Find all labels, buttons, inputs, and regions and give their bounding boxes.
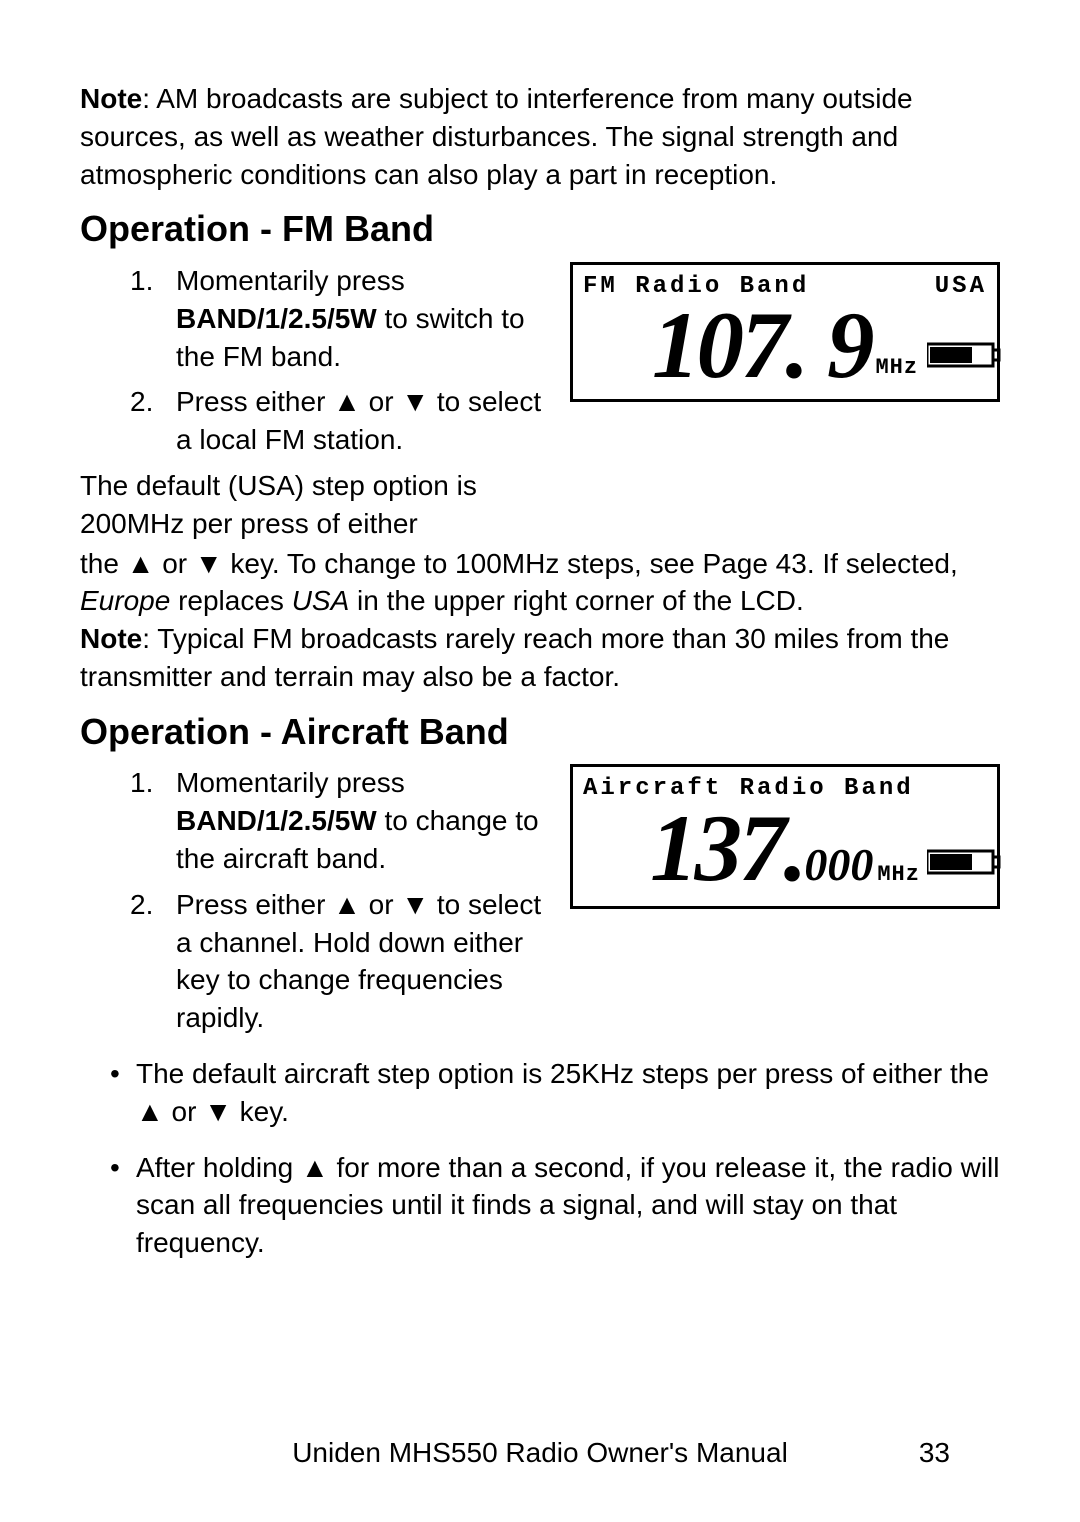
list-number: 1. <box>130 262 176 375</box>
lcd-unit: MHz <box>877 860 920 896</box>
bullet-body: After holding ▲ for more than a second, … <box>136 1149 1000 1262</box>
list-number: 2. <box>130 383 176 459</box>
list-body: Press either ▲ or ▼ to select a channel.… <box>176 886 550 1037</box>
down-arrow-icon: ▼ <box>401 886 429 924</box>
lcd-fm: FM Radio Band USA 107. 9 MHz <box>570 262 1000 402</box>
fm-section: 1. Momentarily press BAND/1/2.5/5W to sw… <box>80 262 1000 543</box>
footer-title: Uniden MHS550 Radio Owner's Manual <box>292 1437 788 1468</box>
note-text: : AM broadcasts are subject to interfere… <box>80 83 913 190</box>
usa-text: USA <box>292 585 350 616</box>
list-item: 2. Press either ▲ or ▼ to select a chann… <box>130 886 550 1037</box>
lcd-aircraft: Aircraft Radio Band 137.000 MHz <box>570 764 1000 908</box>
list-item: 1. Momentarily press BAND/1/2.5/5W to sw… <box>130 262 550 375</box>
europe-text: Europe <box>80 585 170 616</box>
down-arrow-icon: ▼ <box>195 545 223 583</box>
aircraft-section: 1. Momentarily press BAND/1/2.5/5W to ch… <box>80 764 1000 1045</box>
up-arrow-icon: ▲ <box>136 1093 164 1131</box>
page-number: 33 <box>919 1434 950 1472</box>
down-arrow-icon: ▼ <box>401 383 429 421</box>
aircraft-bullets: • The default aircraft step option is 25… <box>80 1055 1000 1262</box>
down-arrow-icon: ▼ <box>204 1093 232 1131</box>
fm-default-para-b: the ▲ or ▼ key. To change to 100MHz step… <box>80 545 1000 621</box>
aircraft-list: 1. Momentarily press BAND/1/2.5/5W to ch… <box>80 764 550 1045</box>
up-arrow-icon: ▲ <box>333 383 361 421</box>
list-number: 1. <box>130 764 176 877</box>
lcd-freq-sub: 000 <box>804 834 873 896</box>
battery-icon <box>927 342 1001 381</box>
note-label: Note <box>80 623 142 654</box>
list-item: 2. Press either ▲ or ▼ to select a local… <box>130 383 550 459</box>
bullet-body: The default aircraft step option is 25KH… <box>136 1055 1000 1131</box>
up-arrow-icon: ▲ <box>333 886 361 924</box>
page-footer: Uniden MHS550 Radio Owner's Manual 33 <box>0 1434 1080 1472</box>
note-am: Note: AM broadcasts are subject to inter… <box>80 80 1000 193</box>
band-key: BAND/1/2.5/5W <box>176 303 377 334</box>
band-key: BAND/1/2.5/5W <box>176 805 377 836</box>
list-body: Momentarily press BAND/1/2.5/5W to switc… <box>176 262 550 375</box>
note-text: : Typical FM broadcasts rarely reach mor… <box>80 623 949 692</box>
fm-list: 1. Momentarily press BAND/1/2.5/5W to sw… <box>80 262 550 543</box>
up-arrow-icon: ▲ <box>127 545 155 583</box>
fm-default-para-a: The default (USA) step option is 200MHz … <box>80 467 550 543</box>
up-arrow-icon: ▲ <box>301 1149 329 1187</box>
bullet-icon: • <box>110 1149 136 1262</box>
list-item: 1. Momentarily press BAND/1/2.5/5W to ch… <box>130 764 550 877</box>
lcd-unit: MHz <box>875 353 918 389</box>
bullet-icon: • <box>110 1055 136 1131</box>
heading-fm: Operation - FM Band <box>80 205 1000 254</box>
note-fm: Note: Typical FM broadcasts rarely reach… <box>80 620 1000 696</box>
lcd-freq-value: 137. <box>650 806 804 892</box>
list-body: Press either ▲ or ▼ to select a local FM… <box>176 383 550 459</box>
note-label: Note <box>80 83 142 114</box>
heading-aircraft: Operation - Aircraft Band <box>80 708 1000 757</box>
lcd-region: USA <box>935 271 987 303</box>
lcd-freq-value: 107. 9 <box>652 303 872 389</box>
battery-icon <box>927 849 1001 888</box>
list-body: Momentarily press BAND/1/2.5/5W to chang… <box>176 764 550 877</box>
bullet-item: • The default aircraft step option is 25… <box>110 1055 1000 1131</box>
bullet-item: • After holding ▲ for more than a second… <box>110 1149 1000 1262</box>
list-number: 2. <box>130 886 176 1037</box>
